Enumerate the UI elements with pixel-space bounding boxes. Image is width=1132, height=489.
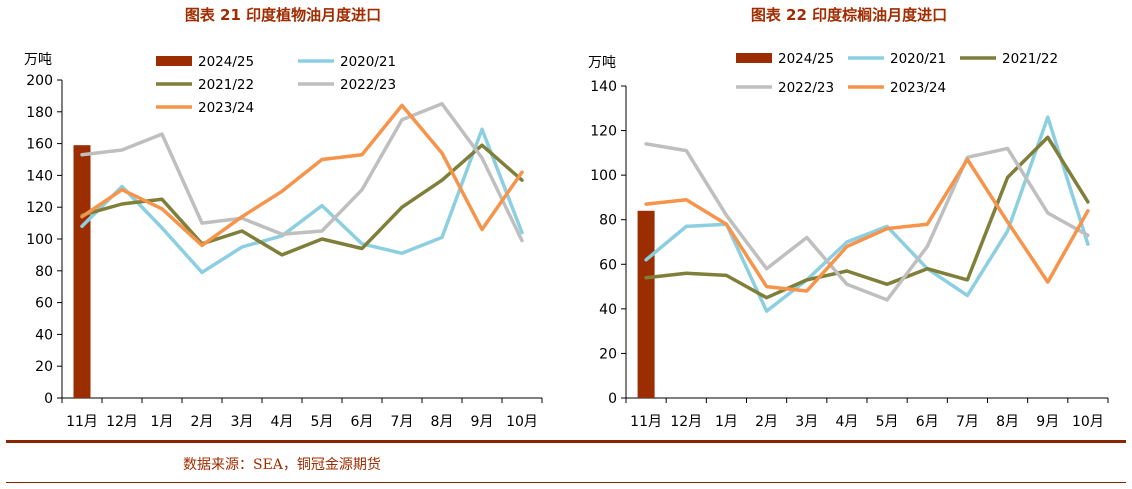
y-tick-label: 140 (590, 79, 617, 95)
y-tick-label: 40 (35, 327, 53, 343)
series-line-2023-24 (644, 157, 1090, 293)
chart-title: 图表 22 印度棕榈油月度进口 (750, 6, 948, 24)
y-tick-label: 80 (599, 213, 617, 229)
y-axis-unit: 万吨 (24, 52, 52, 68)
y-tick-label: 100 (26, 232, 53, 248)
x-tick-label: 6月 (351, 414, 374, 430)
chart-panel-left: 图表 21 印度植物油月度进口 万吨 0 20 40 60 80 100 120 140 160 1… (0, 0, 566, 440)
x-tick-label: 8月 (996, 414, 1019, 430)
y-tick-label: 200 (26, 73, 53, 89)
y-tick-label: 120 (26, 200, 53, 216)
legend-swatch (736, 53, 772, 63)
legend-label: 2021/22 (198, 77, 254, 93)
x-tick-label: 11月 (630, 414, 662, 430)
y-tick-label: 20 (35, 359, 53, 375)
y-tick-label: 100 (590, 168, 617, 184)
x-tick-label: 4月 (835, 414, 858, 430)
chart-panel-right: 图表 22 印度棕榈油月度进口 万吨 0 20 40 60 80 100 120 140 11月 1… (566, 0, 1132, 440)
legend-label: 2023/24 (890, 80, 946, 96)
series-line-2020-21 (644, 115, 1090, 313)
series-line-2021-22 (644, 135, 1090, 300)
x-tick-label: 1月 (151, 414, 174, 430)
y-tick-label: 160 (26, 137, 53, 153)
legend-label: 2024/25 (198, 54, 254, 70)
x-tick-label: 9月 (471, 414, 494, 430)
legend-label: 2024/25 (778, 51, 834, 67)
x-tick-label: 5月 (876, 414, 899, 430)
bottom-line (6, 482, 1126, 483)
y-tick-label: 40 (599, 302, 617, 318)
y-tick-label: 0 (608, 391, 617, 407)
y-tick-label: 0 (44, 391, 53, 407)
x-tick-label: 2月 (755, 414, 778, 430)
series-line-2021-22 (80, 143, 524, 257)
legend-swatch (156, 56, 192, 66)
x-tick-label: 11月 (66, 414, 98, 430)
x-tick-label: 5月 (311, 414, 334, 430)
y-tick-label: 60 (599, 257, 617, 273)
legend-label: 2020/21 (890, 51, 946, 67)
legend-label: 2023/24 (198, 100, 254, 116)
x-tick-label: 7月 (956, 414, 979, 430)
x-tick-label: 2月 (191, 414, 214, 430)
legend-label: 2022/23 (340, 77, 396, 93)
x-tick-label: 3月 (231, 414, 254, 430)
x-tick-label: 1月 (715, 414, 738, 430)
x-tick-label: 12月 (106, 414, 138, 430)
chart-title: 图表 21 印度植物油月度进口 (184, 6, 382, 24)
x-tick-label: 7月 (391, 414, 414, 430)
x-tick-label: 6月 (916, 414, 939, 430)
divider-line (6, 440, 1126, 443)
legend-label: 2020/21 (340, 54, 396, 70)
y-tick-label: 60 (35, 296, 53, 312)
legend-label: 2021/22 (1002, 51, 1058, 67)
y-tick-label: 140 (26, 168, 53, 184)
x-tick-label: 3月 (795, 414, 818, 430)
x-tick-label: 12月 (670, 414, 702, 430)
y-axis-unit: 万吨 (588, 55, 616, 71)
chart-left: 万吨 0 20 40 60 80 100 120 140 160 180 200 11月 12月 1月 2月 3… (24, 52, 543, 430)
series-line-2020-21 (80, 127, 524, 275)
x-tick-label: 10月 (506, 414, 538, 430)
x-tick-label: 8月 (431, 414, 454, 430)
series-line-2023-24 (80, 103, 524, 248)
bar-2024-25 (637, 210, 655, 398)
x-tick-label: 4月 (271, 414, 294, 430)
x-tick-label: 10月 (1072, 414, 1104, 430)
y-tick-label: 180 (26, 105, 53, 121)
series-line-2022-23 (644, 142, 1090, 302)
y-tick-label: 120 (590, 124, 617, 140)
bar-2024-25 (73, 145, 91, 398)
x-tick-label: 9月 (1036, 414, 1059, 430)
source-note: 数据来源：SEA，铜冠金源期货 (183, 457, 381, 473)
chart-right: 万吨 0 20 40 60 80 100 120 140 11月 12月 1月 2月 3月 4月 5月 6月 7月… (588, 51, 1109, 430)
y-tick-label: 80 (35, 264, 53, 280)
legend-label: 2022/23 (778, 80, 834, 96)
y-tick-label: 20 (599, 346, 617, 362)
series-line-2022-23 (80, 102, 524, 243)
